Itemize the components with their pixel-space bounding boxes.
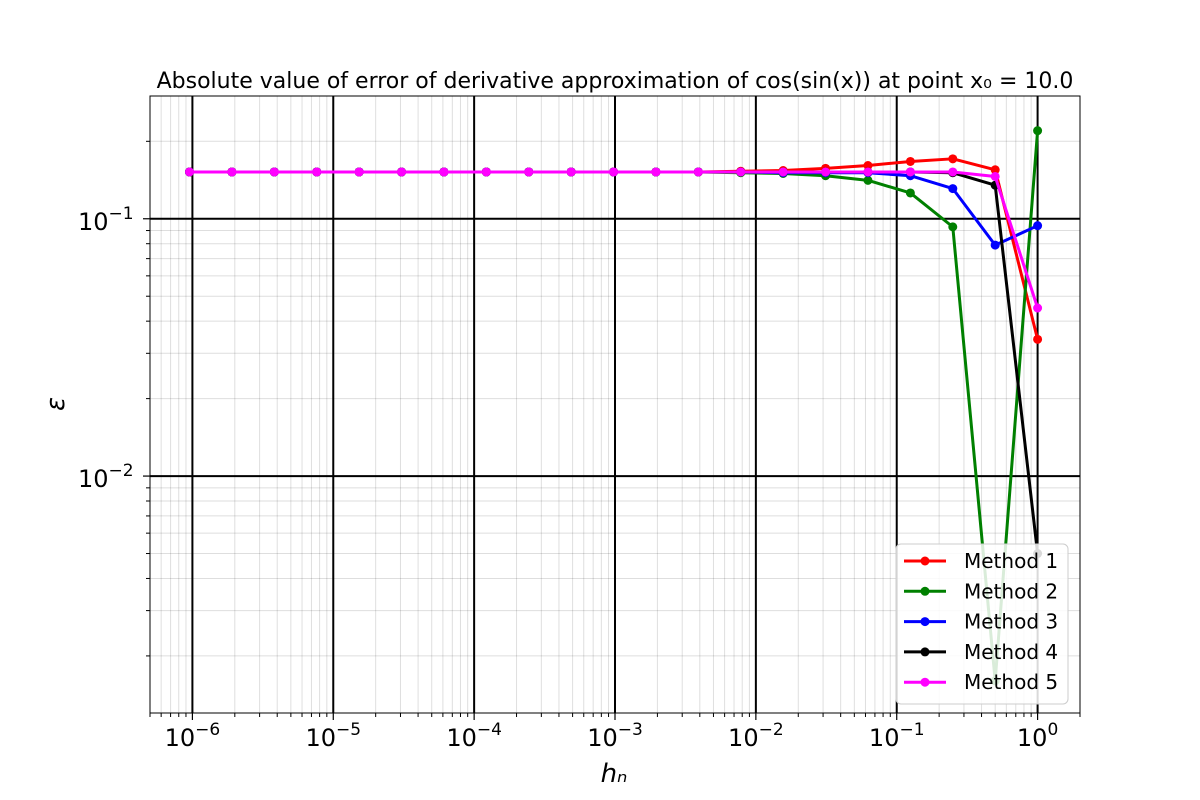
data-point-method-1 bbox=[905, 156, 915, 166]
data-point-method-5 bbox=[439, 167, 449, 177]
legend-marker bbox=[920, 556, 930, 566]
minor-grid bbox=[149, 96, 1081, 713]
data-point-method-1 bbox=[948, 154, 958, 164]
data-point-method-3 bbox=[948, 184, 958, 194]
legend-marker bbox=[920, 586, 930, 596]
data-point-method-5 bbox=[227, 167, 237, 177]
data-point-method-5 bbox=[524, 167, 534, 177]
major-grid bbox=[150, 96, 1080, 713]
data-point-method-1 bbox=[863, 161, 873, 171]
data-point-method-5 bbox=[397, 167, 407, 177]
legend: Method 1 Method 2 Method 3 Method 4 Method 5 bbox=[895, 543, 1069, 705]
data-point-method-5 bbox=[905, 167, 915, 177]
data-point-method-3 bbox=[990, 240, 1000, 250]
data-point-method-5 bbox=[566, 167, 576, 177]
data-point-method-5 bbox=[1033, 303, 1043, 313]
legend-item-method-5: Method 5 bbox=[904, 670, 1058, 694]
data-point-method-5 bbox=[948, 167, 958, 177]
legend-label: Method 1 bbox=[964, 549, 1058, 573]
data-point-method-5 bbox=[651, 167, 661, 177]
x-tick-label: 10−5 bbox=[305, 720, 361, 752]
legend-label: Method 3 bbox=[964, 610, 1058, 634]
data-point-method-5 bbox=[736, 167, 746, 177]
series-method-5 bbox=[185, 167, 1043, 313]
data-point-method-5 bbox=[312, 167, 322, 177]
data-point-method-3 bbox=[1033, 221, 1043, 231]
data-point-method-5 bbox=[185, 167, 195, 177]
legend-label: Method 5 bbox=[964, 670, 1058, 694]
data-point-method-5 bbox=[481, 167, 491, 177]
legend-marker bbox=[920, 617, 930, 627]
x-tick-label: 10−2 bbox=[728, 720, 784, 752]
legend-item-method-2: Method 2 bbox=[904, 579, 1058, 603]
x-tick-label: 10−4 bbox=[446, 720, 502, 752]
data-point-method-5 bbox=[821, 167, 831, 177]
legend-item-method-3: Method 3 bbox=[904, 610, 1058, 634]
data-point-method-5 bbox=[609, 167, 619, 177]
data-point-method-5 bbox=[990, 171, 1000, 181]
x-axis-label: hₙ bbox=[601, 759, 628, 789]
data-point-method-1 bbox=[990, 165, 1000, 175]
data-point-method-5 bbox=[693, 167, 703, 177]
chart-title: Absolute value of error of derivative ap… bbox=[157, 69, 1074, 94]
data-point-method-2 bbox=[863, 175, 873, 185]
data-point-method-1 bbox=[1033, 334, 1043, 344]
data-point-method-2 bbox=[1033, 126, 1043, 136]
legend-item-method-4: Method 4 bbox=[904, 640, 1058, 664]
data-point-method-5 bbox=[778, 167, 788, 177]
x-tick-label: 10−1 bbox=[869, 720, 925, 752]
legend-label: Method 2 bbox=[964, 579, 1058, 603]
legend-item-method-1: Method 1 bbox=[904, 549, 1058, 573]
data-point-method-5 bbox=[354, 167, 364, 177]
legend-box bbox=[895, 543, 1069, 705]
data-point-method-2 bbox=[905, 188, 915, 198]
legend-marker bbox=[920, 677, 930, 687]
legend-label: Method 4 bbox=[964, 640, 1058, 664]
series-layer bbox=[185, 126, 1043, 686]
data-point-method-5 bbox=[269, 167, 279, 177]
y-axis-label: ε bbox=[41, 397, 71, 411]
data-point-method-2 bbox=[948, 222, 958, 232]
data-point-method-5 bbox=[863, 167, 873, 177]
legend-marker bbox=[920, 647, 930, 657]
tick-marks bbox=[143, 140, 1081, 720]
